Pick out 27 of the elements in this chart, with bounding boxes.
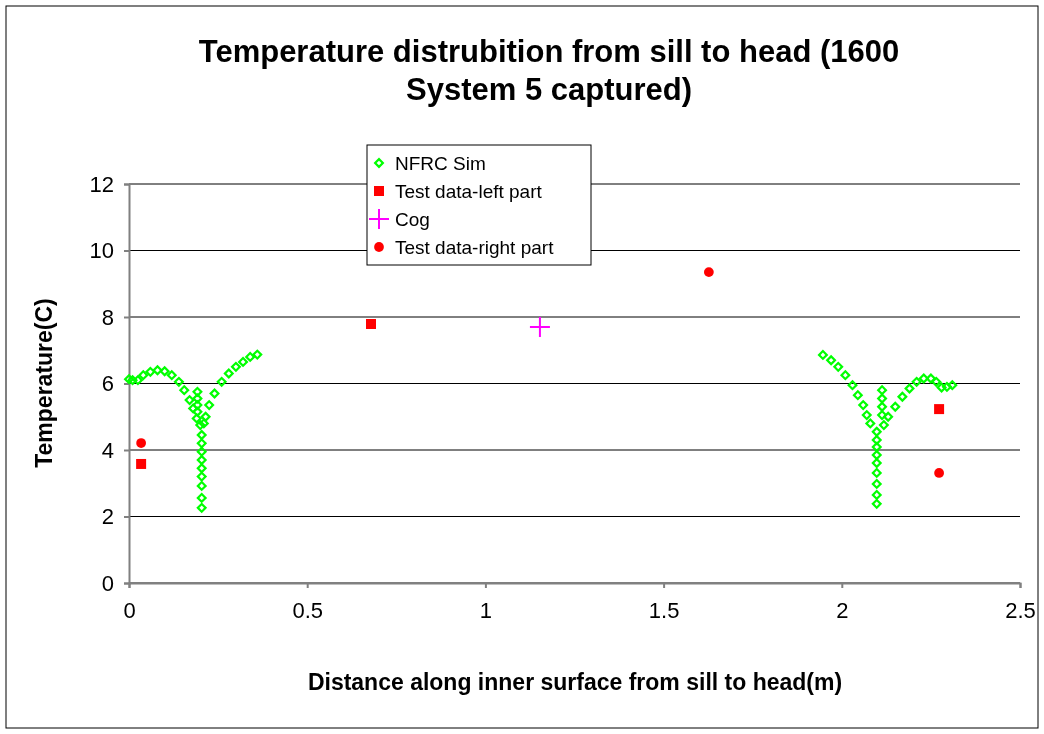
point (528, 315, 551, 338)
y-tick-label: 10 (89, 238, 114, 264)
legend-label: Test data-left part (395, 181, 543, 202)
x-tick-label: 1 (479, 597, 493, 623)
point (934, 468, 944, 478)
legend-label: NFRC Sim (395, 153, 486, 174)
y-axis-title: Temperature(C) (31, 298, 57, 468)
point (136, 458, 147, 469)
x-axis-title: Distance along inner surface from sill to head(m) (307, 669, 843, 695)
x-tick-label: 1.5 (648, 597, 680, 623)
y-tick-label: 0 (101, 570, 114, 596)
point (366, 318, 376, 329)
y-tick-label: 12 (89, 171, 114, 197)
x-tick-label: 0.5 (292, 597, 323, 623)
x-tick-label: 2 (836, 597, 849, 623)
legend-label: Cog (395, 209, 430, 230)
x-tick-label: 0 (123, 597, 136, 623)
legend-label: Test data-right part (395, 237, 555, 258)
y-tick-label: 2 (101, 504, 114, 530)
point (136, 438, 146, 448)
y-tick-label: 8 (101, 304, 114, 330)
point (703, 267, 714, 277)
point (934, 404, 945, 415)
y-tick-label: 4 (101, 437, 114, 463)
y-tick-label: 6 (101, 371, 114, 397)
chart-title: Temperature distrubition from sill to head (1600 System 5 captured) (198, 34, 900, 107)
x-tick-label: 2.5 (1005, 597, 1036, 623)
